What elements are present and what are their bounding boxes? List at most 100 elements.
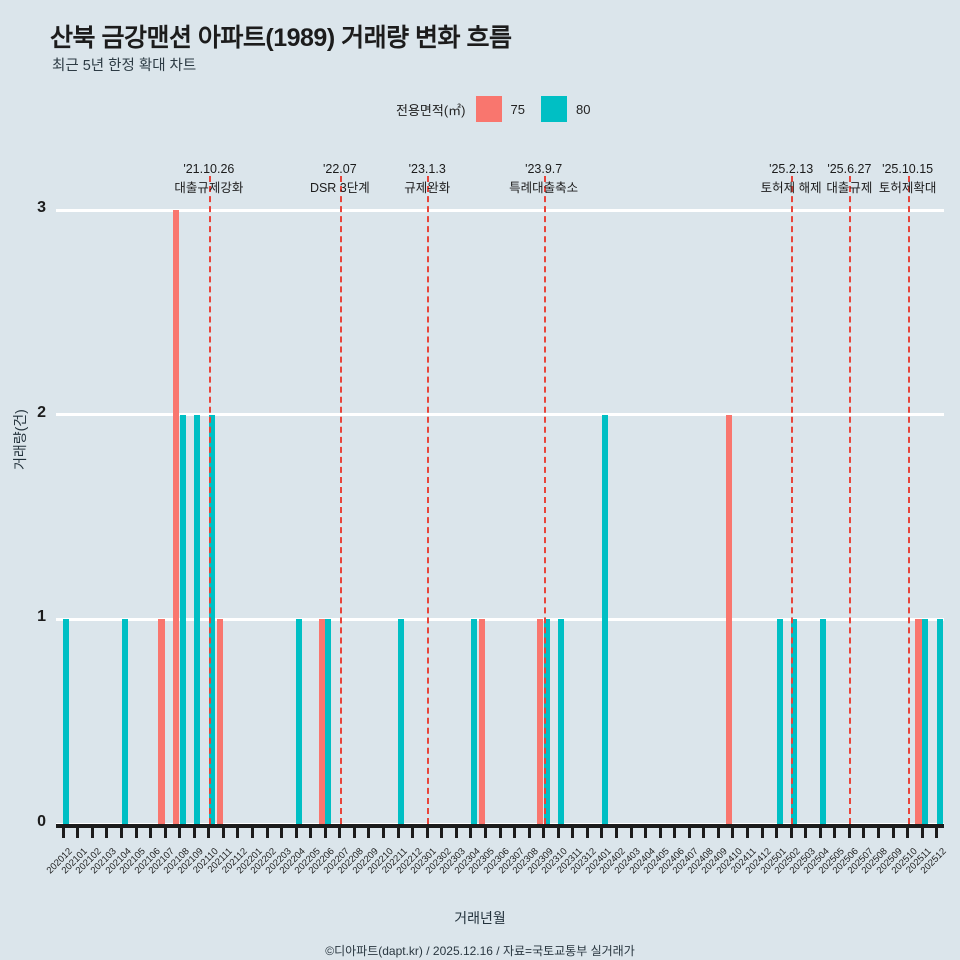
event-line-5 bbox=[849, 176, 852, 824]
x-tick bbox=[90, 824, 94, 838]
event-date-5: '25.6.27 bbox=[827, 162, 872, 176]
x-tick bbox=[731, 824, 735, 838]
event-annotation-1: '22.07 DSR 3단계 bbox=[280, 160, 400, 198]
x-tick bbox=[236, 824, 240, 838]
x-tick bbox=[644, 824, 648, 838]
x-tick bbox=[61, 824, 65, 838]
bar[interactable] bbox=[121, 619, 128, 824]
bar[interactable] bbox=[158, 619, 165, 824]
bar[interactable] bbox=[726, 414, 733, 824]
x-tick bbox=[876, 824, 880, 838]
event-date-1: '22.07 bbox=[323, 162, 357, 176]
bar[interactable] bbox=[179, 414, 186, 824]
legend-item-75[interactable]: 75 bbox=[475, 96, 525, 122]
bar[interactable] bbox=[558, 619, 565, 824]
x-tick bbox=[847, 824, 851, 838]
bar[interactable] bbox=[470, 619, 477, 824]
bar[interactable] bbox=[936, 619, 943, 824]
bar[interactable] bbox=[791, 619, 798, 824]
bar[interactable] bbox=[194, 414, 201, 824]
legend-title: 전용면적(㎡) bbox=[396, 102, 466, 118]
bar[interactable] bbox=[922, 619, 929, 824]
x-tick bbox=[280, 824, 284, 838]
bar[interactable] bbox=[398, 619, 405, 824]
page-subtitle: 최근 5년 한정 확대 차트 bbox=[52, 58, 197, 74]
legend-item-80[interactable]: 80 bbox=[540, 96, 591, 122]
x-tick bbox=[906, 824, 910, 838]
x-tick bbox=[658, 824, 662, 838]
bar[interactable] bbox=[601, 414, 608, 824]
event-line-3 bbox=[543, 176, 546, 824]
bar[interactable] bbox=[915, 619, 922, 824]
x-tick bbox=[294, 824, 298, 838]
x-tick bbox=[585, 824, 589, 838]
bar[interactable] bbox=[820, 619, 827, 824]
event-label-4: 토허제 해제 bbox=[760, 181, 822, 195]
x-tick bbox=[833, 824, 837, 838]
legend-swatch-80 bbox=[540, 96, 567, 122]
gridline-2 bbox=[56, 413, 944, 417]
event-label-0: 대출규제강화 bbox=[174, 181, 244, 195]
bar[interactable] bbox=[63, 619, 70, 824]
x-tick bbox=[600, 824, 604, 838]
bar[interactable] bbox=[173, 210, 180, 824]
x-tick bbox=[149, 824, 153, 838]
x-tick bbox=[745, 824, 749, 838]
bar[interactable] bbox=[325, 619, 332, 824]
event-annotation-5: '25.6.27 대출규제 bbox=[789, 160, 909, 198]
x-tick bbox=[629, 824, 633, 838]
event-annotation-4: '25.2.13 토허제 해제 bbox=[731, 160, 851, 198]
bar[interactable] bbox=[776, 619, 783, 824]
x-tick bbox=[542, 824, 546, 838]
x-tick bbox=[862, 824, 866, 838]
event-annotation-2: '23.1.3 규제완화 bbox=[367, 160, 487, 198]
x-tick bbox=[614, 824, 618, 838]
footer-text: ©디아파트(dapt.kr) / 2025.12.16 / 자료=국토교통부 실… bbox=[325, 944, 635, 958]
x-tick bbox=[163, 824, 167, 838]
bar[interactable] bbox=[216, 619, 223, 824]
y-tick-label-2: 2 bbox=[37, 403, 46, 421]
bar[interactable] bbox=[536, 619, 544, 824]
plot-area bbox=[56, 176, 944, 826]
bar[interactable] bbox=[543, 619, 550, 824]
x-tick bbox=[716, 824, 720, 838]
bar[interactable] bbox=[296, 619, 303, 824]
bar[interactable] bbox=[208, 414, 215, 824]
event-label-3: 특례대출축소 bbox=[509, 181, 579, 195]
event-annotation-3: '23.9.7 특례대출축소 bbox=[484, 160, 604, 198]
event-label-6: 토허제확대 bbox=[878, 181, 937, 195]
x-tick bbox=[920, 824, 924, 838]
x-tick bbox=[687, 824, 691, 838]
bar[interactable] bbox=[318, 619, 325, 824]
chart-legend: 전용면적(㎡) 75 80 bbox=[396, 96, 606, 122]
x-tick bbox=[935, 824, 939, 838]
x-tick bbox=[411, 824, 415, 838]
x-tick bbox=[309, 824, 313, 838]
y-tick-label-1: 1 bbox=[37, 608, 46, 626]
x-tick bbox=[775, 824, 779, 838]
x-tick bbox=[440, 824, 444, 838]
event-line-2 bbox=[427, 176, 430, 824]
x-tick bbox=[425, 824, 429, 838]
x-tick bbox=[673, 824, 677, 838]
event-line-4 bbox=[791, 176, 794, 824]
x-tick bbox=[498, 824, 502, 838]
x-tick bbox=[338, 824, 342, 838]
x-tick bbox=[265, 824, 269, 838]
x-tick bbox=[513, 824, 517, 838]
y-tick-label-0: 0 bbox=[37, 813, 46, 830]
legend-label-80: 80 bbox=[575, 101, 591, 117]
event-line-6 bbox=[907, 176, 910, 824]
event-annotation-0: '21.10.26 대출규제강화 bbox=[149, 160, 269, 198]
x-tick bbox=[469, 824, 473, 838]
x-tick bbox=[818, 824, 822, 838]
bar[interactable] bbox=[478, 619, 485, 824]
x-tick bbox=[76, 824, 80, 838]
x-tick bbox=[571, 824, 575, 838]
x-tick bbox=[483, 824, 487, 838]
x-tick bbox=[221, 824, 225, 838]
x-tick bbox=[120, 824, 123, 838]
x-tick bbox=[454, 824, 458, 838]
x-tick bbox=[789, 824, 793, 838]
